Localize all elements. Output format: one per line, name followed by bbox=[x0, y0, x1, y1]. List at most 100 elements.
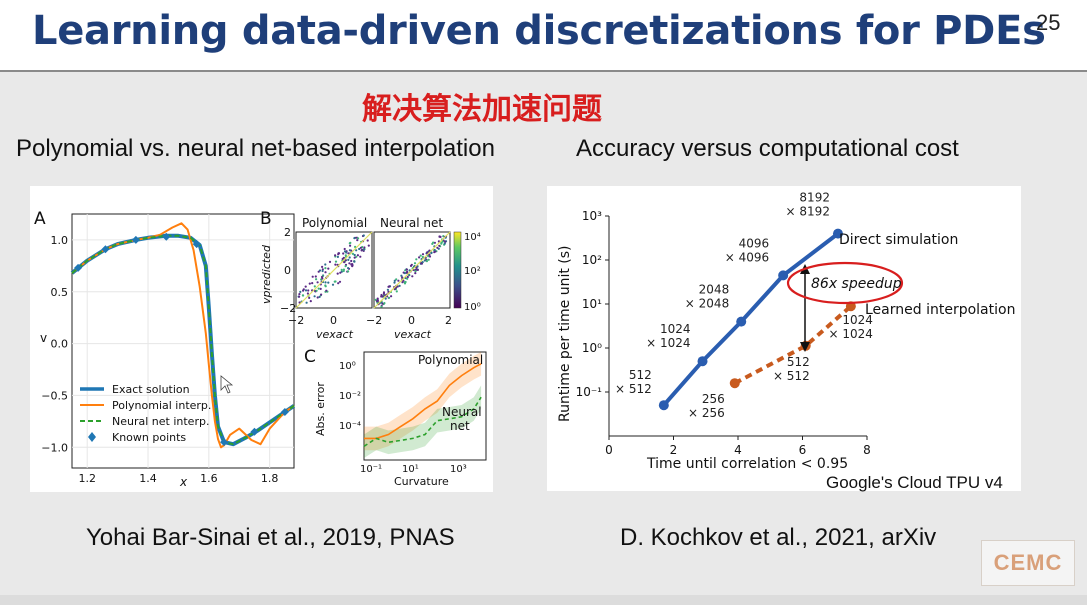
runtime-ytick: 10⁻¹ bbox=[576, 385, 603, 399]
scatter-point bbox=[395, 278, 398, 281]
scatter-point bbox=[367, 244, 370, 247]
scatter-point bbox=[313, 285, 316, 288]
scatter-point bbox=[421, 255, 424, 259]
scatter-point bbox=[415, 258, 418, 261]
runtime-point-label: 8192 × 8192 bbox=[786, 191, 830, 219]
legend-label-learned: Learned interpolation bbox=[865, 302, 1015, 318]
scatter-point bbox=[342, 269, 345, 273]
panel-a-xtick: 1.4 bbox=[139, 472, 157, 485]
known-point bbox=[101, 245, 110, 254]
title-band: Learning data-driven discretizations for… bbox=[0, 0, 1087, 72]
scatter-point bbox=[344, 254, 347, 257]
scatter-point bbox=[353, 253, 356, 257]
scatter-point bbox=[338, 280, 342, 283]
scatter-point bbox=[343, 261, 346, 264]
panel-b-title-neural: Neural net bbox=[380, 216, 443, 230]
legend-label-exact: Exact solution bbox=[112, 383, 190, 396]
scatter-point bbox=[325, 289, 328, 292]
scatter-point bbox=[334, 260, 338, 263]
scatter-point bbox=[324, 284, 327, 287]
series-direct-simulation-point bbox=[658, 400, 669, 411]
panel-b-xtick: 0 bbox=[330, 314, 337, 327]
scatter-point bbox=[397, 279, 400, 282]
scatter-point bbox=[341, 257, 344, 260]
scatter-point bbox=[393, 288, 396, 291]
panel-c-annotation-neural-1: Neural bbox=[442, 405, 482, 419]
scatter-point bbox=[358, 247, 361, 251]
scatter-point bbox=[316, 296, 319, 299]
scatter-point bbox=[384, 297, 387, 300]
panel-a: A 1.0 0.5 0.0 −0.5 −1.0 1.2 1.4 1.6 1.8 v x Exa… bbox=[34, 209, 296, 489]
scatter-point bbox=[324, 267, 327, 270]
panel-c-ytick: 10⁰ bbox=[339, 361, 356, 372]
known-point bbox=[162, 232, 171, 241]
scatter-point bbox=[311, 275, 314, 278]
scatter-point bbox=[439, 235, 442, 238]
scatter-point bbox=[400, 274, 403, 277]
scatter-point bbox=[430, 251, 433, 254]
panel-a-ytick: −0.5 bbox=[41, 389, 68, 402]
caption-left: Polynomial vs. neural net-based interpol… bbox=[16, 135, 495, 162]
scatter-point bbox=[401, 276, 404, 279]
scatter-point bbox=[336, 272, 339, 275]
panel-b-ytick: −2 bbox=[280, 302, 296, 315]
panel-c-label: C bbox=[304, 347, 316, 367]
scatter-point bbox=[353, 237, 356, 240]
scatter-point bbox=[443, 242, 446, 245]
scatter-point bbox=[388, 285, 391, 288]
scatter-point bbox=[327, 267, 330, 270]
slide-subtitle: 解决算法加速问题 bbox=[362, 92, 602, 127]
scatter-point bbox=[414, 272, 417, 275]
panel-c-annotation-polynomial: Polynomial bbox=[418, 353, 483, 367]
scatter-point bbox=[382, 292, 385, 295]
scatter-point bbox=[431, 242, 434, 245]
scatter-point bbox=[386, 288, 389, 291]
panel-b-diagonal-polynomial bbox=[295, 231, 373, 309]
panel-b-xtick: 2 bbox=[445, 314, 452, 327]
scatter-point bbox=[405, 268, 408, 271]
runtime-point-label: 1024 × 1024 bbox=[828, 313, 872, 341]
scatter-point bbox=[317, 287, 320, 290]
scatter-point bbox=[347, 270, 350, 273]
scatter-point bbox=[307, 289, 310, 292]
scatter-point bbox=[359, 246, 362, 249]
scatter-point bbox=[441, 240, 444, 243]
tpu-note: Google's Cloud TPU v4 bbox=[826, 473, 1003, 492]
series-learned-interpolation-point bbox=[729, 378, 740, 389]
scatter-point bbox=[321, 265, 324, 268]
scatter-point bbox=[308, 296, 311, 299]
scatter-point bbox=[347, 252, 350, 255]
series-direct-simulation-point bbox=[832, 228, 843, 239]
scatter-point bbox=[337, 282, 340, 285]
scatter-point bbox=[306, 292, 309, 295]
scatter-point bbox=[304, 289, 308, 292]
runtime-ytick: 10⁰ bbox=[582, 341, 602, 355]
scatter-point bbox=[393, 279, 396, 282]
scatter-point bbox=[444, 240, 447, 243]
panel-a-ytick: 0.5 bbox=[51, 286, 69, 299]
scatter-point bbox=[351, 265, 354, 268]
scatter-point bbox=[324, 281, 327, 284]
panel-b-xlabel-left: vexact bbox=[316, 328, 354, 341]
colorbar-tick: 10⁰ bbox=[464, 302, 481, 313]
panel-b-diagonal-neural bbox=[373, 231, 451, 309]
scatter-point bbox=[361, 248, 364, 251]
scatter-point bbox=[419, 254, 422, 257]
scatter-point bbox=[411, 275, 414, 278]
scatter-point bbox=[313, 295, 316, 298]
scatter-point bbox=[308, 282, 311, 285]
scatter-point bbox=[353, 256, 356, 259]
legend-swatch-known bbox=[88, 432, 96, 442]
panel-c-xtick: 10³ bbox=[450, 464, 467, 475]
scatter-point bbox=[356, 239, 359, 242]
legend-label-known: Known points bbox=[112, 431, 186, 444]
panel-a-ylabel: v bbox=[40, 331, 47, 345]
panel-c-ylabel: Abs. error bbox=[314, 382, 327, 436]
scatter-point bbox=[380, 305, 383, 308]
scatter-point bbox=[408, 269, 411, 272]
panel-a-xtick: 1.6 bbox=[200, 472, 218, 485]
series-learned-interpolation bbox=[733, 304, 853, 385]
series-neural-net-interp bbox=[71, 234, 295, 446]
series-c-polynomial-band bbox=[364, 352, 482, 451]
scatter-point bbox=[331, 283, 335, 286]
